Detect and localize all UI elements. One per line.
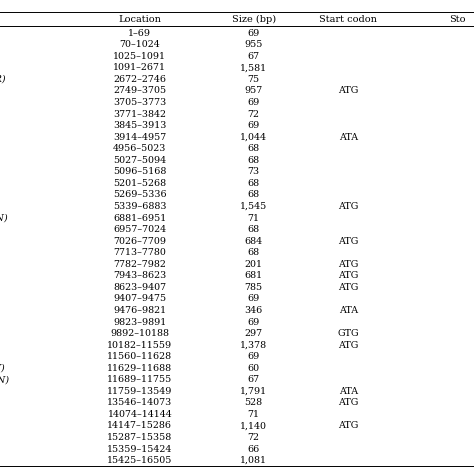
Text: 681: 681 bbox=[245, 271, 263, 280]
Text: 785: 785 bbox=[245, 283, 263, 292]
Text: 9823–9891: 9823–9891 bbox=[113, 318, 166, 327]
Text: 9476–9821: 9476–9821 bbox=[113, 306, 166, 315]
Text: 75: 75 bbox=[247, 75, 260, 84]
Text: Leu(UUR): Leu(UUR) bbox=[0, 75, 6, 84]
Text: 69: 69 bbox=[247, 121, 260, 130]
Text: 7026–7709: 7026–7709 bbox=[113, 237, 166, 246]
Text: 1,545: 1,545 bbox=[240, 202, 267, 211]
Text: 70–1024: 70–1024 bbox=[119, 40, 160, 49]
Text: 69: 69 bbox=[247, 318, 260, 327]
Text: 201: 201 bbox=[245, 260, 263, 269]
Text: 684: 684 bbox=[245, 237, 263, 246]
Text: 69: 69 bbox=[247, 294, 260, 303]
Text: 4956–5023: 4956–5023 bbox=[113, 144, 166, 153]
Text: 9892–10188: 9892–10188 bbox=[110, 329, 169, 338]
Text: ATG: ATG bbox=[338, 202, 358, 211]
Text: 68: 68 bbox=[247, 179, 260, 188]
Text: 68: 68 bbox=[247, 144, 260, 153]
Text: 11759–13549: 11759–13549 bbox=[107, 387, 173, 396]
Text: Sto: Sto bbox=[449, 15, 465, 24]
Text: 15287–15358: 15287–15358 bbox=[107, 433, 173, 442]
Text: 8623–9407: 8623–9407 bbox=[113, 283, 166, 292]
Text: 68: 68 bbox=[247, 156, 260, 165]
Text: 68: 68 bbox=[247, 248, 260, 257]
Text: 3771–3842: 3771–3842 bbox=[113, 109, 166, 118]
Text: ATG: ATG bbox=[338, 283, 358, 292]
Text: 2749–3705: 2749–3705 bbox=[113, 86, 166, 95]
Text: 6957–7024: 6957–7024 bbox=[113, 225, 166, 234]
Text: 15359–15424: 15359–15424 bbox=[107, 445, 173, 454]
Text: 69: 69 bbox=[247, 29, 260, 38]
Text: 72: 72 bbox=[247, 433, 260, 442]
Text: ATG: ATG bbox=[338, 271, 358, 280]
Text: ATG: ATG bbox=[338, 341, 358, 350]
Text: 955: 955 bbox=[245, 40, 263, 49]
Text: ATA: ATA bbox=[339, 387, 358, 396]
Text: 68: 68 bbox=[247, 225, 260, 234]
Text: 7713–7780: 7713–7780 bbox=[113, 248, 166, 257]
Text: 11560–11628: 11560–11628 bbox=[107, 352, 173, 361]
Text: ATG: ATG bbox=[338, 421, 358, 430]
Text: 5027–5094: 5027–5094 bbox=[113, 156, 166, 165]
Text: 1,081: 1,081 bbox=[240, 456, 267, 465]
Text: 2672–2746: 2672–2746 bbox=[113, 75, 166, 84]
Text: 73: 73 bbox=[247, 167, 260, 176]
Text: Size (bp): Size (bp) bbox=[231, 15, 276, 24]
Text: Location: Location bbox=[118, 15, 161, 24]
Text: 71: 71 bbox=[247, 214, 260, 223]
Text: 67: 67 bbox=[247, 52, 260, 61]
Text: 67: 67 bbox=[247, 375, 260, 384]
Text: 957: 957 bbox=[245, 86, 263, 95]
Text: 69: 69 bbox=[247, 352, 260, 361]
Text: 1,581: 1,581 bbox=[240, 64, 267, 73]
Text: GTG: GTG bbox=[337, 329, 359, 338]
Text: 5269–5336: 5269–5336 bbox=[113, 191, 167, 200]
Text: Ser (AGY): Ser (AGY) bbox=[0, 364, 5, 373]
Text: 11689–11755: 11689–11755 bbox=[107, 375, 173, 384]
Text: 66: 66 bbox=[247, 445, 260, 454]
Text: 13546–14073: 13546–14073 bbox=[107, 398, 173, 407]
Text: 14074–14144: 14074–14144 bbox=[108, 410, 172, 419]
Text: ATG: ATG bbox=[338, 398, 358, 407]
Text: 6881–6951: 6881–6951 bbox=[113, 214, 166, 223]
Text: 60: 60 bbox=[247, 364, 260, 373]
Text: 1,378: 1,378 bbox=[240, 341, 267, 350]
Text: Ser (UCN): Ser (UCN) bbox=[0, 214, 8, 223]
Text: ATA: ATA bbox=[339, 306, 358, 315]
Text: 297: 297 bbox=[245, 329, 263, 338]
Text: ATA: ATA bbox=[339, 133, 358, 142]
Text: 72: 72 bbox=[247, 109, 260, 118]
Text: 15425–16505: 15425–16505 bbox=[107, 456, 173, 465]
Text: 68: 68 bbox=[247, 191, 260, 200]
Text: 5201–5268: 5201–5268 bbox=[113, 179, 166, 188]
Text: 1,044: 1,044 bbox=[240, 133, 267, 142]
Text: 5096–5168: 5096–5168 bbox=[113, 167, 166, 176]
Text: 5339–6883: 5339–6883 bbox=[113, 202, 166, 211]
Text: 3845–3913: 3845–3913 bbox=[113, 121, 166, 130]
Text: 346: 346 bbox=[245, 306, 263, 315]
Text: ATG: ATG bbox=[338, 86, 358, 95]
Text: 7782–7982: 7782–7982 bbox=[113, 260, 166, 269]
Text: 1,140: 1,140 bbox=[240, 421, 267, 430]
Text: 11629–11688: 11629–11688 bbox=[107, 364, 173, 373]
Text: 69: 69 bbox=[247, 98, 260, 107]
Text: 1,791: 1,791 bbox=[240, 387, 267, 396]
Text: 1091–2671: 1091–2671 bbox=[113, 64, 166, 73]
Text: 9407–9475: 9407–9475 bbox=[113, 294, 166, 303]
Text: 1–69: 1–69 bbox=[128, 29, 151, 38]
Text: 528: 528 bbox=[245, 398, 263, 407]
Text: 7943–8623: 7943–8623 bbox=[113, 271, 166, 280]
Text: Start codon: Start codon bbox=[319, 15, 377, 24]
Text: 3705–3773: 3705–3773 bbox=[113, 98, 166, 107]
Text: 3914–4957: 3914–4957 bbox=[113, 133, 166, 142]
Text: 1025–1091: 1025–1091 bbox=[113, 52, 166, 61]
Text: 14147–15286: 14147–15286 bbox=[107, 421, 173, 430]
Text: ATG: ATG bbox=[338, 237, 358, 246]
Text: 10182–11559: 10182–11559 bbox=[107, 341, 173, 350]
Text: 71: 71 bbox=[247, 410, 260, 419]
Text: ATG: ATG bbox=[338, 260, 358, 269]
Text: Leu (CUN): Leu (CUN) bbox=[0, 375, 9, 384]
